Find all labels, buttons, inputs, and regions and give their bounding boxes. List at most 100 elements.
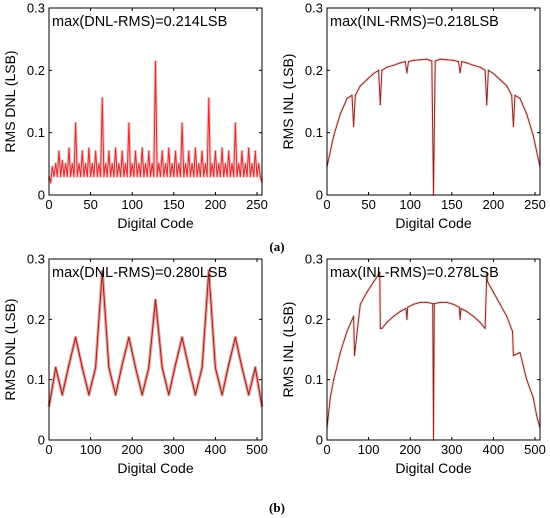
max-annotation: max(DNL-RMS)=0.214LSB bbox=[52, 14, 227, 30]
data-point bbox=[254, 367, 256, 369]
data-point bbox=[63, 175, 65, 177]
data-point bbox=[65, 163, 67, 165]
data-point bbox=[139, 175, 142, 177]
data-point bbox=[379, 104, 381, 106]
data-point bbox=[133, 175, 135, 177]
data-point bbox=[407, 61, 410, 63]
data-point bbox=[116, 175, 118, 177]
x-tick-label: 100 bbox=[121, 197, 143, 212]
data-point bbox=[419, 59, 421, 61]
data-point bbox=[194, 394, 196, 396]
max-annotation: max(DNL-RMS)=0.280LSB bbox=[52, 265, 227, 281]
y-tick-label: 0 bbox=[316, 188, 323, 203]
x-tick-label: 500 bbox=[246, 442, 268, 457]
data-point bbox=[499, 79, 501, 81]
data-point bbox=[148, 367, 150, 369]
data-point bbox=[339, 351, 341, 354]
data-point bbox=[346, 97, 348, 99]
data-point bbox=[434, 60, 436, 62]
data-point bbox=[61, 394, 63, 396]
data-point bbox=[193, 175, 195, 177]
data-point bbox=[452, 303, 455, 305]
data-point bbox=[386, 66, 388, 68]
data-point bbox=[95, 367, 97, 369]
data-point bbox=[406, 72, 408, 74]
data-point bbox=[472, 64, 474, 66]
data-point bbox=[412, 303, 415, 305]
data-point bbox=[333, 135, 335, 137]
x-tick-label: 200 bbox=[483, 197, 505, 212]
data-point bbox=[248, 147, 250, 149]
data-point bbox=[81, 150, 83, 152]
y-axis-label: RMS DNL (LSB) bbox=[2, 50, 18, 152]
data-point bbox=[226, 175, 228, 177]
data-point bbox=[339, 113, 341, 115]
data-point bbox=[231, 163, 233, 165]
data-point bbox=[406, 318, 408, 320]
data-point bbox=[111, 163, 113, 165]
data-point bbox=[433, 303, 435, 305]
data-point bbox=[354, 94, 356, 96]
data-point bbox=[431, 60, 433, 62]
x-tick-label: 50 bbox=[83, 197, 97, 212]
data-point bbox=[161, 150, 163, 152]
x-tick-label: 200 bbox=[205, 197, 227, 212]
x-axis-label: Digital Code bbox=[117, 460, 193, 476]
data-point bbox=[224, 163, 226, 165]
y-tick-label: 0.2 bbox=[305, 312, 323, 327]
data-point bbox=[426, 301, 428, 303]
data-point bbox=[176, 175, 178, 177]
data-point bbox=[461, 61, 463, 63]
data-point bbox=[412, 59, 415, 62]
x-axis-label: Digital Code bbox=[395, 215, 471, 231]
data-point bbox=[201, 150, 203, 152]
y-tick-label: 0.3 bbox=[27, 252, 45, 267]
data-point bbox=[179, 175, 182, 177]
x-tick-label: 0 bbox=[323, 197, 330, 212]
data-point bbox=[239, 175, 241, 177]
data-point bbox=[161, 367, 163, 369]
data-point bbox=[221, 147, 223, 149]
axes-frame-a-inl bbox=[326, 7, 541, 196]
data-point bbox=[101, 270, 103, 272]
data-point bbox=[379, 271, 381, 273]
y-tick-label: 0 bbox=[38, 433, 45, 448]
data-point bbox=[506, 85, 508, 87]
data-point bbox=[386, 321, 388, 323]
data-point bbox=[50, 181, 52, 184]
data-point bbox=[472, 315, 474, 317]
data-point bbox=[243, 175, 245, 177]
data-point bbox=[259, 175, 261, 177]
data-point bbox=[393, 64, 395, 66]
data-point bbox=[229, 175, 231, 177]
data-point bbox=[452, 59, 455, 62]
max-annotation: max(INL-RMS)=0.278LSB bbox=[330, 265, 499, 281]
data-point bbox=[333, 379, 335, 381]
data-point bbox=[346, 330, 348, 332]
data-point bbox=[188, 367, 190, 369]
data-point bbox=[95, 150, 97, 152]
data-point bbox=[141, 147, 143, 149]
data-point bbox=[168, 394, 170, 396]
data-point bbox=[128, 122, 130, 124]
data-point bbox=[466, 310, 468, 313]
data-point bbox=[53, 175, 55, 177]
data-point bbox=[115, 394, 117, 396]
x-axis-label: Digital Code bbox=[395, 460, 471, 476]
data-point bbox=[204, 163, 206, 165]
data-point bbox=[121, 150, 123, 152]
data-point bbox=[60, 175, 62, 177]
data-point bbox=[487, 281, 489, 283]
data-point bbox=[419, 301, 421, 303]
data-point bbox=[373, 281, 375, 283]
data-point bbox=[244, 163, 246, 165]
data-point bbox=[61, 160, 63, 162]
data-point bbox=[164, 163, 167, 165]
data-point bbox=[115, 147, 117, 149]
data-point bbox=[526, 113, 528, 115]
y-tick-label: 0.1 bbox=[27, 125, 45, 140]
data-point bbox=[100, 175, 102, 177]
data-point bbox=[186, 175, 188, 177]
data-point bbox=[56, 175, 58, 177]
data-point bbox=[141, 394, 143, 396]
